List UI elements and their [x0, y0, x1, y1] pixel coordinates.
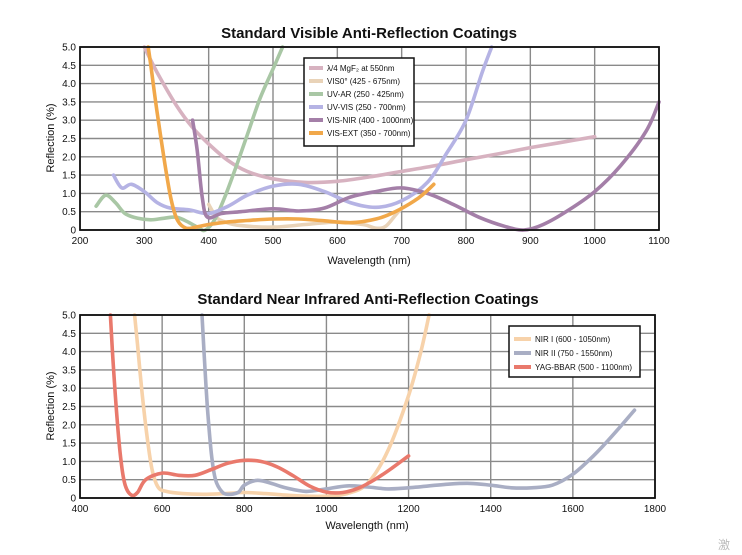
chart-visible-ar: Standard Visible Anti-Reflection Coating…	[45, 25, 670, 267]
series-line	[132, 313, 431, 499]
series-group	[108, 313, 637, 499]
legend: λ/4 MgF₂ at 550nm VIS0° (425 - 675nm) UV…	[303, 57, 415, 147]
y-tick-label: 5.0	[62, 43, 76, 54]
y-tick-label: 3.0	[62, 384, 76, 395]
y-tick-label: 3.5	[62, 365, 76, 376]
y-axis-label: Reflection (%)	[45, 103, 57, 172]
x-tick-label: 800	[236, 504, 253, 515]
legend-label: NIR I (600 - 1050nm)	[535, 335, 610, 344]
legend-label: YAG-BBAR (500 - 1100nm)	[535, 363, 632, 372]
legend-label: VIS-EXT (350 - 700nm)	[327, 129, 411, 138]
plot-frame	[79, 314, 656, 499]
series-group	[94, 45, 661, 233]
chart-title: Standard Visible Anti-Reflection Coating…	[221, 25, 517, 42]
series-line	[108, 313, 411, 498]
legend-entry: VIS0° (425 - 675nm)	[309, 77, 400, 86]
y-tick-label: 5.0	[62, 311, 76, 322]
legend-entry: VIS-NIR (400 - 1000nm)	[309, 116, 414, 125]
y-tick-label: 3.0	[62, 116, 76, 127]
legend-entry: NIR I (600 - 1050nm)	[514, 335, 610, 344]
y-tick-label: 4.0	[62, 347, 76, 358]
y-tick-label: 4.5	[62, 61, 76, 72]
y-tick-label: 0	[70, 226, 76, 237]
chart-nir-ar: Standard Near Infrared Anti-Reflection C…	[45, 291, 667, 532]
y-tick-label: 0	[70, 494, 76, 505]
x-tick-label: 1800	[644, 504, 667, 515]
legend-entry: YAG-BBAR (500 - 1100nm)	[514, 363, 632, 372]
x-tick-labels: 200 300 400 500 600 700 800 900 1000 1100	[72, 236, 671, 247]
legend-label: UV-AR (250 - 425nm)	[327, 90, 404, 99]
y-tick-label: 4.0	[62, 79, 76, 90]
x-tick-label: 1000	[584, 236, 607, 247]
legend-entry: NIR II (750 - 1550nm)	[514, 349, 613, 358]
x-tick-label: 400	[72, 504, 89, 515]
series-line	[200, 313, 637, 497]
x-tick-label: 1200	[397, 504, 420, 515]
y-tick-label: 1.0	[62, 189, 76, 200]
legend-entry: λ/4 MgF₂ at 550nm	[309, 64, 395, 73]
x-tick-label: 600	[154, 504, 171, 515]
x-tick-label: 400	[200, 236, 217, 247]
x-tick-label: 1400	[480, 504, 503, 515]
legend-label: UV-VIS (250 - 700nm)	[327, 103, 406, 112]
x-tick-label: 500	[265, 236, 282, 247]
x-tick-label: 1000	[315, 504, 338, 515]
watermark-text: 激	[718, 538, 730, 552]
series-line	[190, 100, 661, 232]
y-tick-label: 2.5	[62, 402, 76, 413]
legend-label: λ/4 MgF₂ at 550nm	[327, 64, 395, 73]
y-tick-label: 1.5	[62, 439, 76, 450]
y-tick-label: 1.0	[62, 457, 76, 468]
y-tick-label: 2.5	[62, 134, 76, 145]
x-tick-label: 300	[136, 236, 153, 247]
legend-label: VIS0° (425 - 675nm)	[327, 77, 400, 86]
y-tick-label: 2.0	[62, 420, 76, 431]
y-tick-label: 4.5	[62, 329, 76, 340]
x-axis-label: Wavelength (nm)	[325, 520, 408, 532]
chart-title: Standard Near Infrared Anti-Reflection C…	[197, 291, 538, 308]
x-tick-label: 800	[458, 236, 475, 247]
legend-entry: UV-VIS (250 - 700nm)	[309, 103, 406, 112]
x-tick-label: 1100	[648, 236, 670, 247]
legend-entry: UV-AR (250 - 425nm)	[309, 90, 404, 99]
y-axis-label: Reflection (%)	[45, 371, 57, 440]
x-tick-labels: 400 600 800 1000 1200 1400 1600 1800	[72, 504, 667, 515]
x-tick-label: 1600	[562, 504, 585, 515]
x-tick-label: 900	[522, 236, 539, 247]
y-tick-labels: 0 0.5 1.0 1.5 2.0 2.5 3.0 3.5 4.0 4.5 5.0	[62, 43, 76, 237]
legend-label: NIR II (750 - 1550nm)	[535, 349, 613, 358]
y-tick-label: 0.5	[62, 207, 76, 218]
y-tick-label: 0.5	[62, 475, 76, 486]
y-tick-labels: 0 0.5 1.0 1.5 2.0 2.5 3.0 3.5 4.0 4.5 5.0	[62, 311, 76, 505]
legend-label: VIS-NIR (400 - 1000nm)	[327, 116, 414, 125]
series-line	[111, 45, 494, 216]
x-axis-label: Wavelength (nm)	[327, 255, 410, 267]
x-tick-label: 200	[72, 236, 89, 247]
legend: NIR I (600 - 1050nm) NIR II (750 - 1550n…	[508, 325, 641, 378]
series-line	[142, 45, 597, 185]
plot-frame	[79, 46, 660, 231]
y-tick-label: 1.5	[62, 171, 76, 182]
y-tick-label: 3.5	[62, 97, 76, 108]
series-line	[146, 45, 436, 231]
x-tick-label: 700	[393, 236, 410, 247]
y-tick-label: 2.0	[62, 152, 76, 163]
legend-entry: VIS-EXT (350 - 700nm)	[309, 129, 411, 138]
x-tick-label: 600	[329, 236, 346, 247]
